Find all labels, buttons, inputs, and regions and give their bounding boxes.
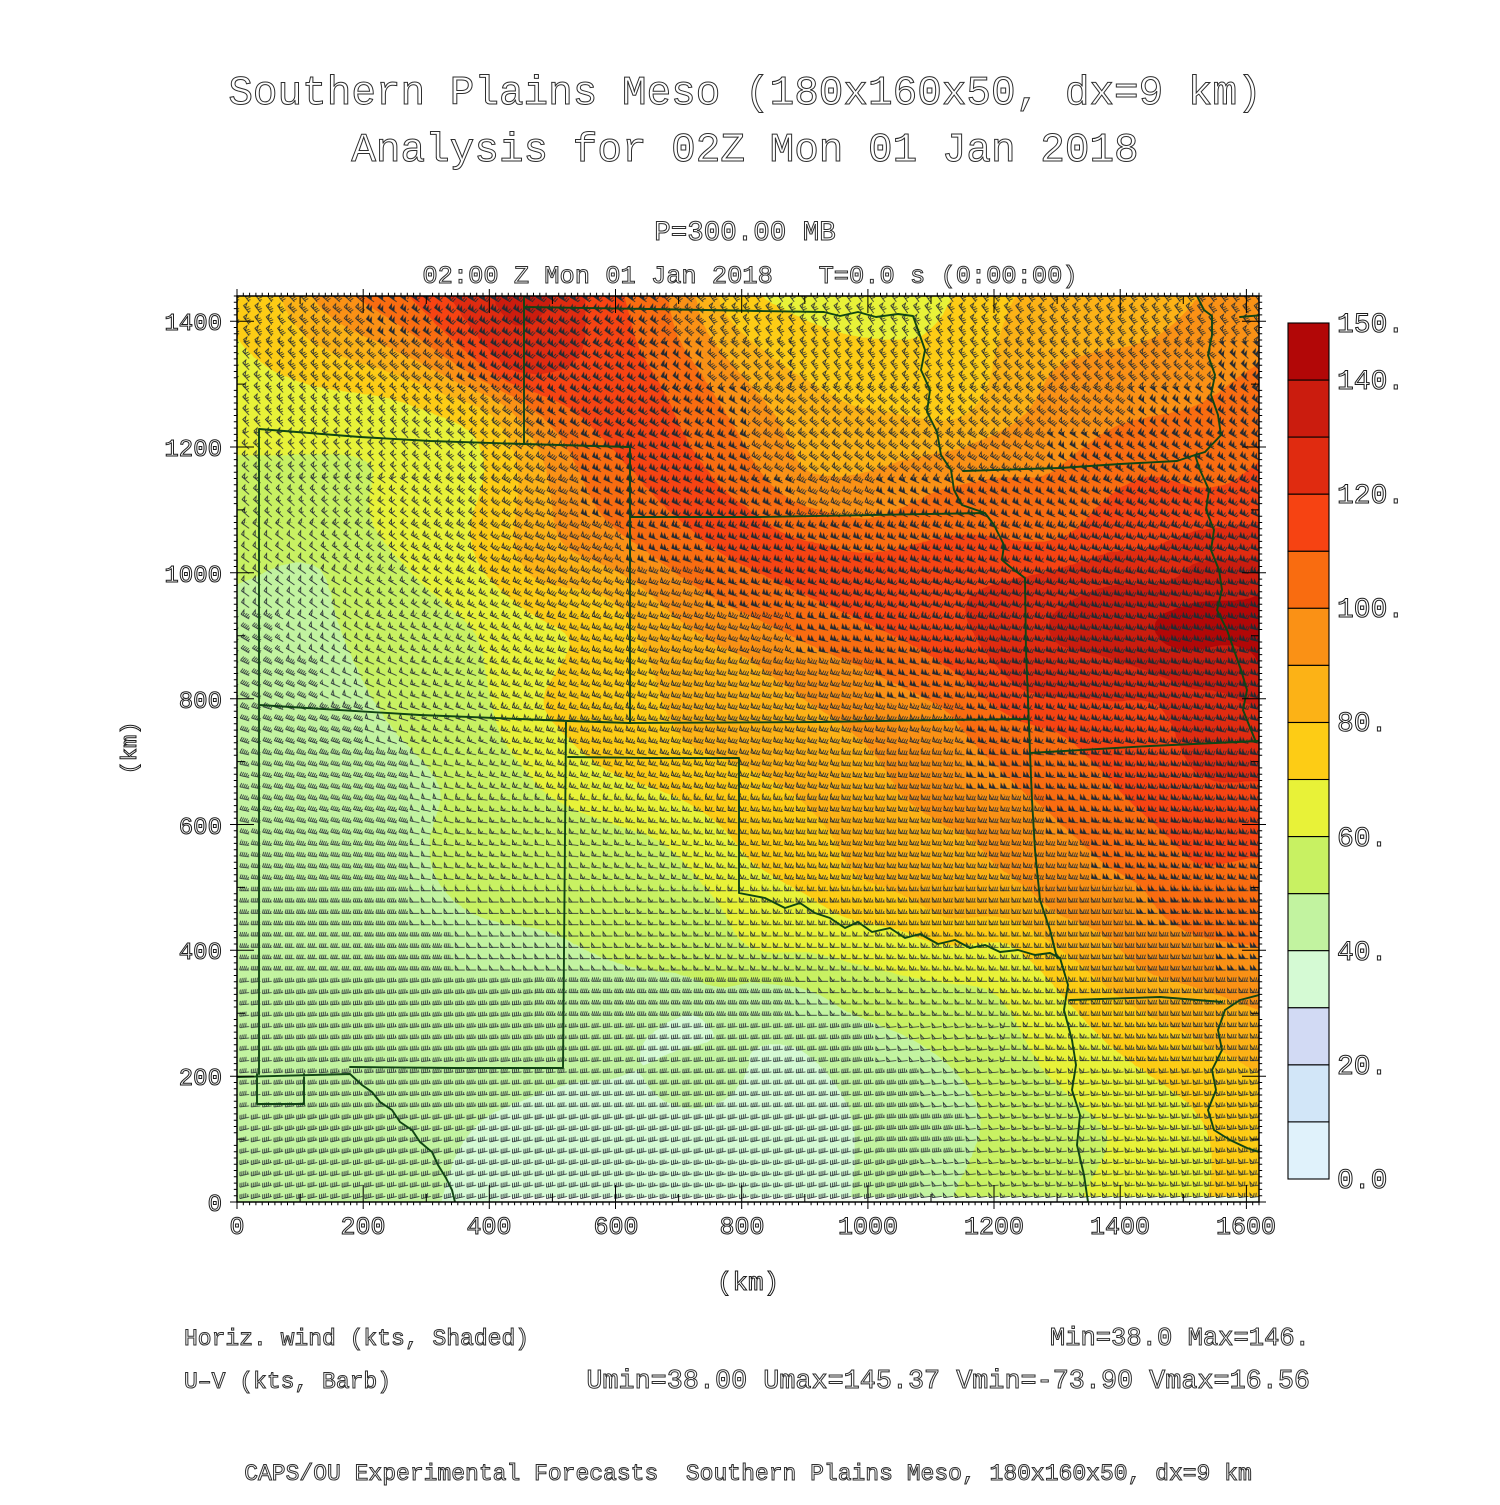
svg-text:1400: 1400 <box>164 311 222 338</box>
svg-text:1000: 1000 <box>838 1213 898 1242</box>
svg-text:800: 800 <box>719 1213 764 1242</box>
svg-text:(km): (km) <box>118 722 143 775</box>
svg-text:Min=38.0 Max=146.: Min=38.0 Max=146. <box>1050 1324 1310 1353</box>
svg-text:1200: 1200 <box>164 437 222 464</box>
svg-text:0: 0 <box>208 1192 222 1219</box>
svg-text:60.: 60. <box>1337 824 1387 855</box>
svg-text:Horiz. wind (kts, Shaded): Horiz. wind (kts, Shaded) <box>184 1326 529 1352</box>
svg-text:40.: 40. <box>1337 938 1387 969</box>
svg-text:(km): (km) <box>717 1268 779 1298</box>
svg-text:Southern Plains Meso (180x160x: Southern Plains Meso (180x160x50, dx=9 k… <box>228 71 1261 117</box>
svg-text:U–V (kts, Barb): U–V (kts, Barb) <box>184 1369 391 1395</box>
svg-text:600: 600 <box>593 1213 638 1242</box>
svg-text:02:00 Z Mon 01 Jan 2018 T=0.: 02:00 Z Mon 01 Jan 2018 T=0.0 s (0:00:00… <box>422 262 1077 291</box>
svg-text:100.: 100. <box>1337 595 1404 626</box>
svg-text:400: 400 <box>179 940 222 967</box>
svg-text:Umin=38.00 Umax=145.37 Vmin=-7: Umin=38.00 Umax=145.37 Vmin=-73.90 Vmax=… <box>586 1367 1310 1397</box>
svg-text:1400: 1400 <box>1090 1213 1150 1242</box>
svg-text:150.: 150. <box>1337 310 1404 341</box>
svg-text:Analysis for 02Z Mon 01 Jan 20: Analysis for 02Z Mon 01 Jan 2018 <box>351 128 1138 174</box>
svg-text:1200: 1200 <box>964 1213 1024 1242</box>
svg-text:CAPS/OU Experimental Forecasts: CAPS/OU Experimental Forecasts Southern … <box>244 1461 1252 1487</box>
svg-text:120.: 120. <box>1337 481 1404 512</box>
svg-text:600: 600 <box>179 815 222 842</box>
svg-text:140.: 140. <box>1337 367 1404 398</box>
svg-text:0: 0 <box>229 1213 244 1242</box>
svg-text:200: 200 <box>340 1213 385 1242</box>
svg-text:200: 200 <box>179 1066 222 1093</box>
svg-text:800: 800 <box>179 689 222 716</box>
svg-text:1000: 1000 <box>164 563 222 590</box>
svg-text:1600: 1600 <box>1216 1213 1276 1242</box>
svg-text:80.: 80. <box>1337 709 1387 740</box>
svg-text:400: 400 <box>466 1213 511 1242</box>
svg-text:P=300.00 MB: P=300.00 MB <box>654 218 836 249</box>
svg-text:20.: 20. <box>1337 1052 1387 1083</box>
svg-text:0.0: 0.0 <box>1337 1166 1387 1197</box>
